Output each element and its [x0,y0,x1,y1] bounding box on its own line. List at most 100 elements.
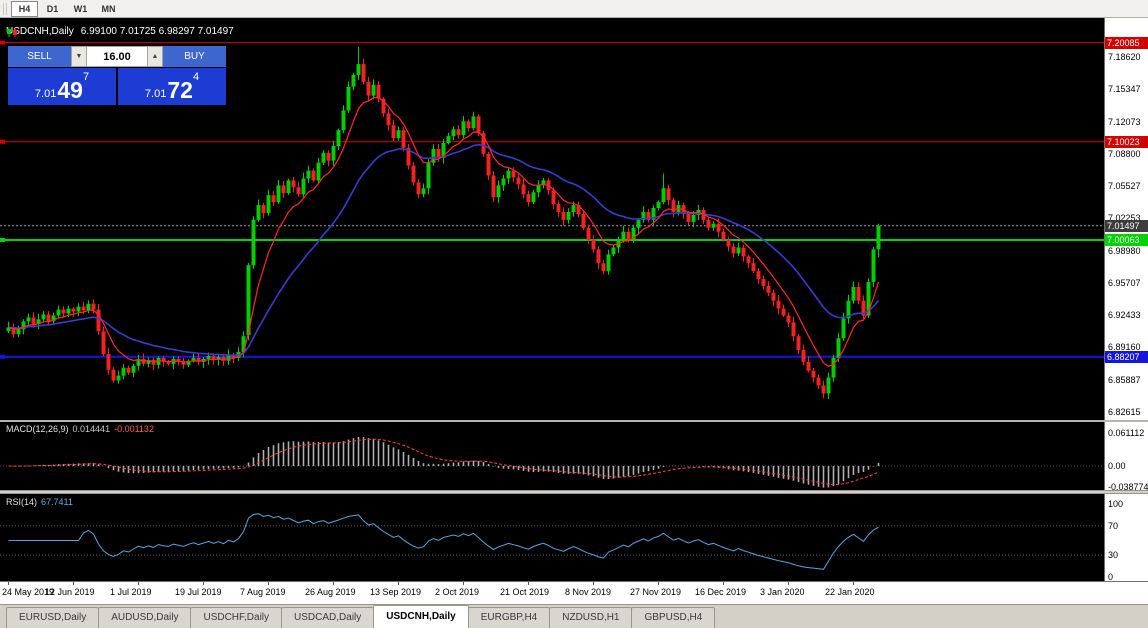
date-label: 21 Oct 2019 [500,587,550,597]
price-badge: 7.10023 [1105,136,1148,148]
macd-signal-line [8,438,879,486]
price-tick: 7.15347 [1108,84,1141,94]
tab-gbpusd-h4[interactable]: GBPUSD,H4 [631,607,716,628]
chart-window-icon [7,26,17,37]
timeframe-button-mn[interactable]: MN [101,3,116,14]
price-tick: 7.18620 [1108,52,1141,62]
sell-price-button[interactable]: 7.01 49 7 [8,68,116,105]
price-badge: 7.20085 [1105,37,1148,49]
macd-axis[interactable]: 0.061112 0.00 -0.038774 [1104,422,1148,490]
date-tick [463,582,464,585]
tab-usdchf-daily[interactable]: USDCHF,Daily [190,607,283,628]
price-tick: 6.95707 [1108,278,1141,288]
macd-signal-value: -0.001132 [114,424,154,434]
bid-price-point: 7 [82,71,90,83]
volume-increase-button[interactable]: ▲ [147,46,163,67]
bid-price-badge: 7.01497 [1105,220,1148,232]
price-tick: 6.98980 [1108,246,1141,256]
date-label: 22 Jan 2020 [825,587,875,597]
date-tick [73,582,74,585]
date-tick [268,582,269,585]
date-tick [593,582,594,585]
toolbar-grip [3,2,8,15]
date-tick [658,582,659,585]
tab-usdcad-daily[interactable]: USDCAD,Daily [281,607,375,628]
macd-panel[interactable] [0,422,1104,490]
rsi-tick: 100 [1108,499,1124,509]
buy-price-button[interactable]: 7.01 72 4 [118,68,226,105]
sell-button[interactable]: SELL [8,46,71,67]
price-axis[interactable]: 7.18620 7.15347 7.12073 7.08800 7.05527 7.022… [1104,18,1148,420]
rsi-value: 67.7411 [41,497,73,507]
rsi-axis[interactable]: 100 70 30 0 [1104,494,1148,581]
ma-slow-line [8,143,880,357]
date-label: 27 Nov 2019 [630,587,682,597]
ask-price-point: 4 [192,71,200,83]
timeframe-button-d1[interactable]: D1 [46,3,59,14]
rsi-tick: 30 [1108,550,1119,560]
price-tick: 6.89160 [1108,342,1141,352]
volume-input[interactable]: 16.00 [87,46,147,67]
main-chart-canvas[interactable] [0,18,1104,420]
date-tick [788,582,789,585]
panel-divider-macd[interactable] [0,420,1148,422]
bid-price-prefix: 7.01 [34,88,57,100]
ask-price-prefix: 7.01 [144,88,167,100]
hline-handle[interactable] [0,354,5,359]
time-axis[interactable]: 24 May 2019 12 Jun 2019 1 Jul 2019 19 Jul 2… [0,581,1148,604]
volume-decrease-button[interactable]: ▼ [71,46,87,67]
hline-handle[interactable] [0,40,5,45]
one-click-trading-panel: SELL ▼ 16.00 ▲ BUY 7.01 49 7 7.01 72 4 [8,46,226,105]
price-badge: 6.88207 [1105,351,1148,363]
price-tick: 6.92433 [1108,310,1141,320]
price-tick: 6.85887 [1108,375,1141,385]
price-tick: 6.82615 [1108,407,1141,417]
date-label: 19 Jul 2019 [175,587,222,597]
rsi-tick: 70 [1108,521,1119,531]
macd-indicator-label: MACD(12,26,9) 0.014441 -0.001132 [6,424,158,434]
macd-name: MACD(12,26,9) [6,424,69,434]
rsi-tick: 0 [1108,572,1114,581]
date-tick [8,582,9,585]
hline-handle[interactable] [0,238,5,242]
date-tick [138,582,139,585]
date-tick [398,582,399,585]
chart-window: USDCNH,Daily 6.99100 7.01725 6.98297 7.0… [0,18,1148,604]
chart-title: USDCNH,Daily 6.99100 7.01725 6.98297 7.0… [6,26,234,37]
date-label: 1 Jul 2019 [110,587,152,597]
tab-eurgbp-h4[interactable]: EURGBP,H4 [467,607,551,628]
buy-button[interactable]: BUY [163,46,226,67]
panel-divider-rsi[interactable] [0,490,1148,494]
candles [6,46,881,400]
date-tick [723,582,724,585]
chart-tabs-bar: EURUSD,Daily AUDUSD,Daily USDCHF,Daily USDC… [0,604,1148,628]
ma-fast-line [8,96,880,367]
bid-price-pips: 49 [57,77,83,103]
ask-price-pips: 72 [167,77,193,103]
tab-usdcnh-daily[interactable]: USDCNH,Daily [373,605,469,628]
hline-handle[interactable] [0,139,5,144]
price-tick: 7.08800 [1108,149,1141,159]
timeframe-toolbar: H4 D1 W1 MN [0,0,1148,18]
tab-eurusd-daily[interactable]: EURUSD,Daily [6,607,100,628]
rsi-panel[interactable] [0,494,1104,581]
price-tick: 7.05527 [1108,181,1141,191]
price-badge: 7.00063 [1105,234,1148,246]
tab-audusd-daily[interactable]: AUDUSD,Daily [98,607,192,628]
date-label: 7 Aug 2019 [240,587,286,597]
date-label: 2 Oct 2019 [435,587,480,597]
chart-ohlc-values: 6.99100 7.01725 6.98297 7.01497 [80,26,234,37]
tab-nzdusd-h1[interactable]: NZDUSD,H1 [549,607,633,628]
date-label: 13 Sep 2019 [370,587,422,597]
date-label: 8 Nov 2019 [565,587,612,597]
macd-tick: -0.038774 [1108,482,1148,490]
date-label: 26 Aug 2019 [305,587,356,597]
timeframe-button-h4[interactable]: H4 [11,0,38,17]
macd-tick: 0.061112 [1108,428,1145,438]
date-tick [203,582,204,585]
date-label: 16 Dec 2019 [695,587,747,597]
rsi-name: RSI(14) [6,497,38,507]
timeframe-button-w1[interactable]: W1 [73,3,88,14]
date-label: 3 Jan 2020 [760,587,805,597]
